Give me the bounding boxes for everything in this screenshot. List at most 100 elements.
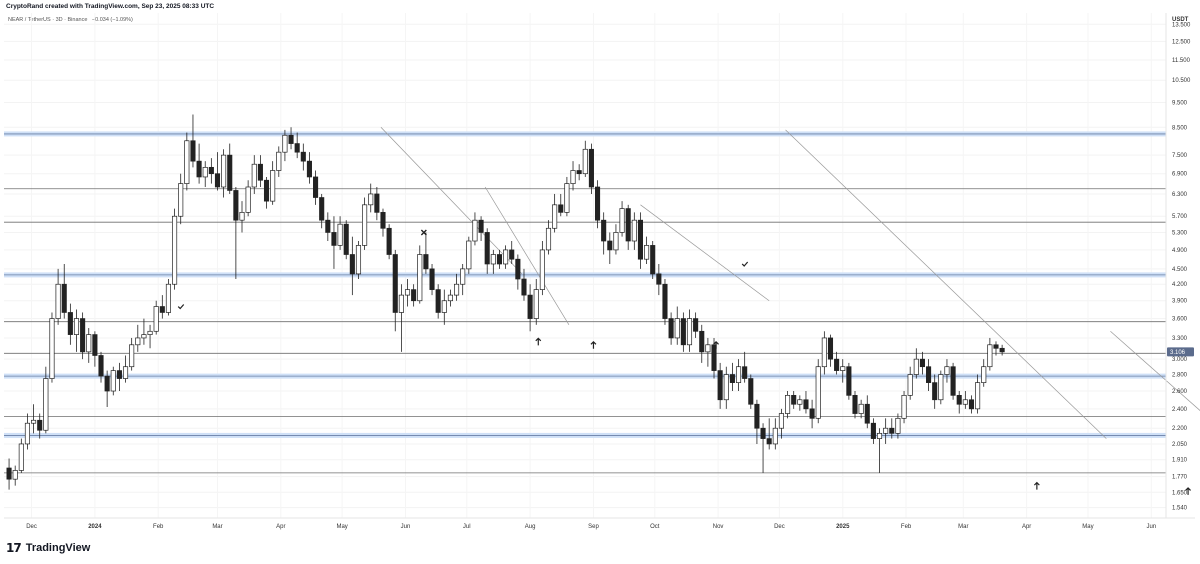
candle-down	[509, 241, 515, 264]
candle-body	[576, 170, 582, 175]
price-tick-label: 3.900	[1172, 299, 1188, 305]
candle-body	[24, 422, 31, 445]
candle-down	[521, 268, 527, 301]
candle-body	[962, 399, 968, 405]
candle-body	[686, 318, 693, 346]
arrow-up-marker-icon	[590, 340, 597, 349]
candle-down	[711, 337, 717, 379]
candle-down	[263, 176, 270, 209]
candle-up	[276, 146, 282, 177]
candle-body	[772, 427, 778, 445]
candle-body	[319, 197, 325, 221]
candle-body	[797, 399, 803, 405]
candle-up	[270, 161, 276, 205]
candle-up	[178, 173, 184, 225]
candle-down	[919, 351, 925, 375]
price-tick-label: 5.300	[1172, 230, 1188, 236]
candle-body	[355, 245, 362, 275]
annotation-markers	[177, 229, 1191, 495]
candle-body	[711, 344, 717, 371]
candle-down	[601, 212, 607, 255]
time-axis[interactable]: Dec 2024 Feb Mar Apr May Jun Jul Aug Sep Oct Nov Dec…	[26, 524, 1200, 530]
price-tick-label: 4.500	[1172, 267, 1188, 273]
candle-body	[785, 394, 791, 414]
candle-up	[883, 418, 889, 444]
candle-up	[686, 309, 693, 352]
candle-down	[527, 284, 533, 332]
candle-body	[938, 374, 944, 401]
candle-down	[392, 249, 398, 332]
candle-down	[803, 391, 809, 414]
candle-body	[760, 427, 766, 439]
candle-body	[558, 204, 564, 213]
candle-down	[993, 341, 999, 356]
candle-down	[104, 370, 110, 408]
candle-body	[956, 394, 962, 405]
candle-down	[742, 351, 748, 383]
candle-down	[999, 344, 1005, 356]
check-marker-icon	[741, 261, 749, 267]
candle-up	[404, 279, 411, 307]
candle-down	[950, 362, 956, 400]
candle-up	[938, 370, 944, 405]
price-axis[interactable]: 13.500 12.500 11.500 10.500 9.500 8.500 7.500 6…	[1172, 22, 1191, 511]
candle-body	[674, 318, 680, 339]
candle-body	[263, 179, 270, 202]
candle-down	[656, 263, 662, 296]
candle-body	[61, 283, 67, 313]
tradingview-mark-icon: 17	[6, 541, 22, 555]
candle-up	[49, 312, 55, 383]
candle-up	[539, 241, 545, 296]
candle-body	[999, 347, 1005, 353]
candle-down	[214, 152, 221, 191]
candle-body	[227, 154, 233, 191]
candle-body	[607, 240, 613, 251]
price-tick-label: 6.300	[1172, 192, 1188, 198]
candle-body	[717, 370, 723, 401]
current-price-text: 3.106	[1170, 350, 1186, 356]
candle-body	[515, 258, 521, 280]
candle-up	[122, 355, 129, 383]
price-tick-label: 10.500	[1172, 78, 1191, 84]
candle-body	[631, 219, 637, 242]
candle-body	[564, 183, 570, 213]
candle-down	[435, 284, 441, 319]
time-tick-label: Nov	[713, 524, 724, 530]
candle-down	[889, 418, 895, 439]
candle-up	[12, 465, 18, 486]
candle-down	[846, 362, 852, 400]
candle-down	[729, 362, 735, 392]
candle-up	[153, 300, 159, 335]
candle-body	[901, 394, 907, 419]
symbol-legend[interactable]: NEAR / TetherUS · 3D · Binance −0.034 (−…	[8, 17, 133, 23]
candle-down	[496, 249, 503, 269]
candle-up	[785, 391, 791, 419]
candle-body	[208, 166, 214, 175]
candle-up	[251, 155, 257, 194]
chart-attribution: CryptoRand created with TradingView.com,…	[6, 3, 214, 10]
candle-up	[723, 366, 729, 409]
candle-up	[337, 216, 343, 250]
candle-up	[129, 337, 135, 371]
candle-body	[362, 204, 368, 246]
candle-down	[61, 263, 67, 319]
time-tick-label: 2024	[88, 524, 102, 530]
candle-body	[398, 294, 404, 313]
candle-body	[858, 403, 864, 414]
candle-down	[637, 212, 644, 269]
candle-down	[827, 334, 834, 367]
candle-up	[503, 245, 509, 269]
tradingview-logo[interactable]: 17 TradingView	[6, 541, 90, 555]
price-axis-currency: USDT	[1172, 17, 1189, 23]
candle-up	[582, 140, 588, 177]
price-tick-label: 1.540	[1172, 506, 1188, 512]
candle-up	[398, 284, 404, 352]
candle-body	[809, 408, 815, 419]
candle-down	[932, 374, 938, 409]
candle-body	[325, 219, 331, 233]
candle-body	[981, 366, 987, 383]
price-tick-label: 4.200	[1172, 282, 1188, 288]
candle-down	[116, 362, 122, 392]
candle-body	[67, 312, 73, 335]
